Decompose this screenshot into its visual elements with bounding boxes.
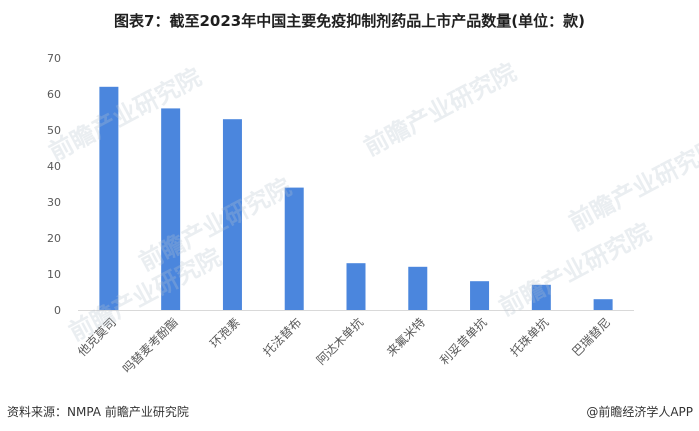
x-tick-label: 他克莫司	[75, 315, 119, 359]
x-axis-labels: 他克莫司 吗替麦考酚酯 环孢素 托法替布 阿达木单抗 来氟米特 利妥昔单抗 托珠单抗 巴瑞替尼	[75, 315, 613, 377]
bar-8	[531, 284, 551, 310]
x-tick-label: 托珠单抗	[507, 315, 552, 360]
brand-credit: @前瞻经济学人APP	[586, 405, 693, 419]
bar-1	[99, 86, 119, 310]
source-note: 资料来源：NMPA 前瞻产业研究院	[7, 405, 189, 419]
y-tick-label: 0	[54, 304, 61, 317]
x-tick-label: 巴瑞替尼	[569, 315, 613, 359]
chart-title: 图表7：截至2023年中国主要免疫抑制剂药品上市产品数量(单位：款)	[114, 12, 585, 30]
y-tick-label: 10	[47, 268, 61, 281]
y-tick-label: 30	[47, 196, 61, 209]
x-tick-label: 吗替麦考酚酯	[120, 315, 181, 376]
bar-9	[593, 299, 613, 310]
bar-4	[284, 187, 304, 310]
x-tick-label: 来氟米特	[383, 315, 428, 360]
x-tick-label: 托法替布	[260, 315, 304, 359]
bar-2	[161, 108, 181, 311]
y-tick-label: 20	[47, 232, 61, 245]
y-tick-label: 70	[47, 52, 61, 65]
y-axis: 0 10 20 30 40 50 60 70	[47, 52, 61, 317]
bar-3	[222, 119, 242, 310]
x-tick-label: 阿达木单抗	[313, 315, 366, 368]
y-tick-label: 40	[47, 160, 61, 173]
x-tick-label: 环孢素	[207, 315, 242, 350]
x-tick-label: 利妥昔单抗	[437, 315, 490, 368]
bar-7	[470, 281, 490, 310]
bar-5	[346, 263, 366, 310]
bars	[99, 86, 613, 311]
y-tick-label: 60	[47, 88, 61, 101]
y-tick-label: 50	[47, 124, 61, 137]
bar-6	[408, 266, 428, 310]
